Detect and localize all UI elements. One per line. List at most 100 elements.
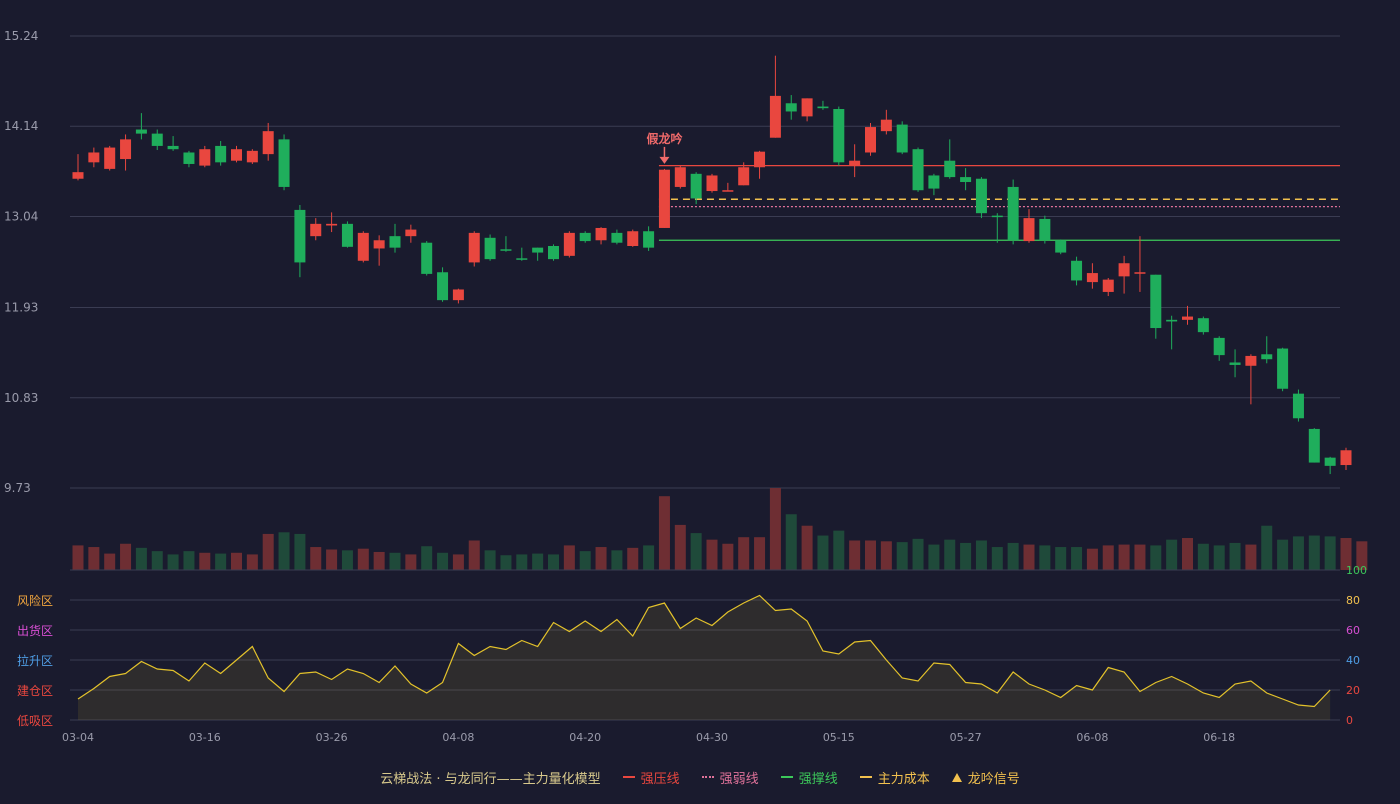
candle-body — [960, 177, 972, 183]
volume-bar — [421, 546, 433, 570]
candle-body — [991, 215, 1003, 218]
volume-bar — [135, 547, 147, 570]
volume-bar — [310, 547, 322, 570]
volume-bar — [104, 553, 116, 570]
volume-bar — [1071, 547, 1083, 570]
volume-bar — [706, 539, 718, 570]
date-tick-label: 05-27 — [950, 731, 982, 744]
candle-body — [817, 106, 829, 109]
legend-swatch-weak — [701, 776, 714, 778]
volume-bar — [1356, 541, 1368, 570]
candle-body — [1086, 273, 1098, 283]
volume-bar — [1229, 542, 1241, 570]
volume-bar — [294, 533, 306, 570]
volume-bar — [801, 525, 813, 570]
date-tick-label: 04-30 — [696, 731, 728, 744]
candle-body — [278, 139, 290, 187]
price-tick-label: 9.73 — [4, 481, 31, 495]
candle-body — [1324, 457, 1336, 466]
candle-body — [865, 127, 876, 153]
date-tick-label: 04-08 — [442, 731, 474, 744]
volume-bar — [1055, 547, 1067, 570]
volume-bar — [1086, 548, 1098, 570]
candle-body — [262, 131, 274, 155]
volume-bar — [754, 537, 766, 570]
volume-bar — [1118, 544, 1130, 570]
legend-item-support[interactable]: 强撑线 — [780, 768, 838, 787]
price-tick-label: 10.83 — [4, 391, 38, 405]
date-tick-label: 04-20 — [569, 731, 601, 744]
volume-bar — [1134, 544, 1146, 570]
candle-body — [706, 175, 718, 192]
legend-item-resistance[interactable]: 强压线 — [622, 768, 680, 787]
candle-body — [769, 95, 781, 138]
candle-body — [975, 178, 987, 214]
volume-bar — [674, 524, 686, 570]
volume-bar — [785, 514, 797, 570]
legend-item-cost[interactable]: 主力成本 — [859, 768, 930, 787]
legend-title: 云梯战法 · 与龙同行——主力量化模型 — [380, 771, 601, 787]
volume-bar — [262, 533, 274, 570]
candle-body — [1102, 279, 1114, 292]
candle-body — [468, 232, 480, 263]
candle-body — [563, 232, 575, 256]
candle-body — [1166, 319, 1178, 322]
signal-label: 假龙吟 — [646, 131, 682, 146]
volume-bar — [1340, 538, 1352, 570]
volume-bar — [975, 540, 987, 570]
signal-arrow-head — [659, 156, 670, 164]
osc-tick-label: 40 — [1346, 654, 1360, 667]
volume-bar — [1292, 536, 1304, 570]
osc-tick-label: 100 — [1346, 564, 1367, 577]
legend-label-cost: 主力成本 — [877, 771, 930, 787]
volume-bar — [199, 552, 211, 570]
volume-bar — [405, 554, 417, 570]
candle-body — [104, 147, 116, 169]
candle-body — [690, 173, 702, 199]
volume-bar — [484, 550, 496, 570]
date-tick-label: 03-16 — [189, 731, 221, 744]
osc-tick-label: 80 — [1346, 594, 1360, 607]
candle-body — [1292, 393, 1304, 419]
candle-body — [120, 139, 132, 160]
candle-body — [215, 145, 227, 163]
volume-bar — [1324, 536, 1336, 570]
candle-body — [389, 236, 401, 248]
date-tick-label: 06-18 — [1203, 731, 1235, 744]
candle-body — [833, 109, 845, 163]
volume-bar — [1245, 544, 1257, 570]
volume-bar — [896, 542, 908, 570]
volume-bar — [1039, 545, 1051, 570]
legend-swatch-cost — [859, 776, 872, 778]
candle-body — [326, 223, 338, 226]
candle-body — [500, 249, 512, 251]
candle-body — [627, 231, 639, 247]
volume-bar — [865, 540, 876, 570]
legend-label-resistance: 强压线 — [640, 771, 680, 787]
zone-label: 建仓区 — [17, 684, 53, 698]
candle-body — [611, 232, 623, 243]
candle-body — [437, 272, 449, 301]
volume-bar — [563, 545, 575, 570]
legend-label-signal: 龙吟信号 — [967, 771, 1020, 787]
oscillator-line — [77, 594, 1331, 708]
candle-body — [1277, 348, 1289, 389]
volume-bar — [231, 552, 242, 570]
candle-body — [1245, 355, 1257, 366]
candle-body — [1118, 263, 1130, 277]
candle-body — [801, 98, 813, 117]
legend-item-weak[interactable]: 强弱线 — [701, 768, 759, 787]
legend-item-signal[interactable]: 龙吟信号 — [951, 768, 1020, 787]
candle-body — [738, 167, 750, 186]
volume-bar — [341, 550, 353, 570]
volume-bar — [1166, 539, 1178, 570]
candle-body — [246, 150, 258, 163]
candle-body — [452, 289, 464, 301]
volume-bar — [500, 555, 512, 570]
volume-bar — [611, 550, 623, 570]
date-tick-label: 03-26 — [316, 731, 348, 744]
volume-bar — [1197, 543, 1209, 570]
volume-bar — [516, 554, 528, 570]
candle-body — [1340, 450, 1352, 466]
candle-body — [72, 172, 84, 179]
